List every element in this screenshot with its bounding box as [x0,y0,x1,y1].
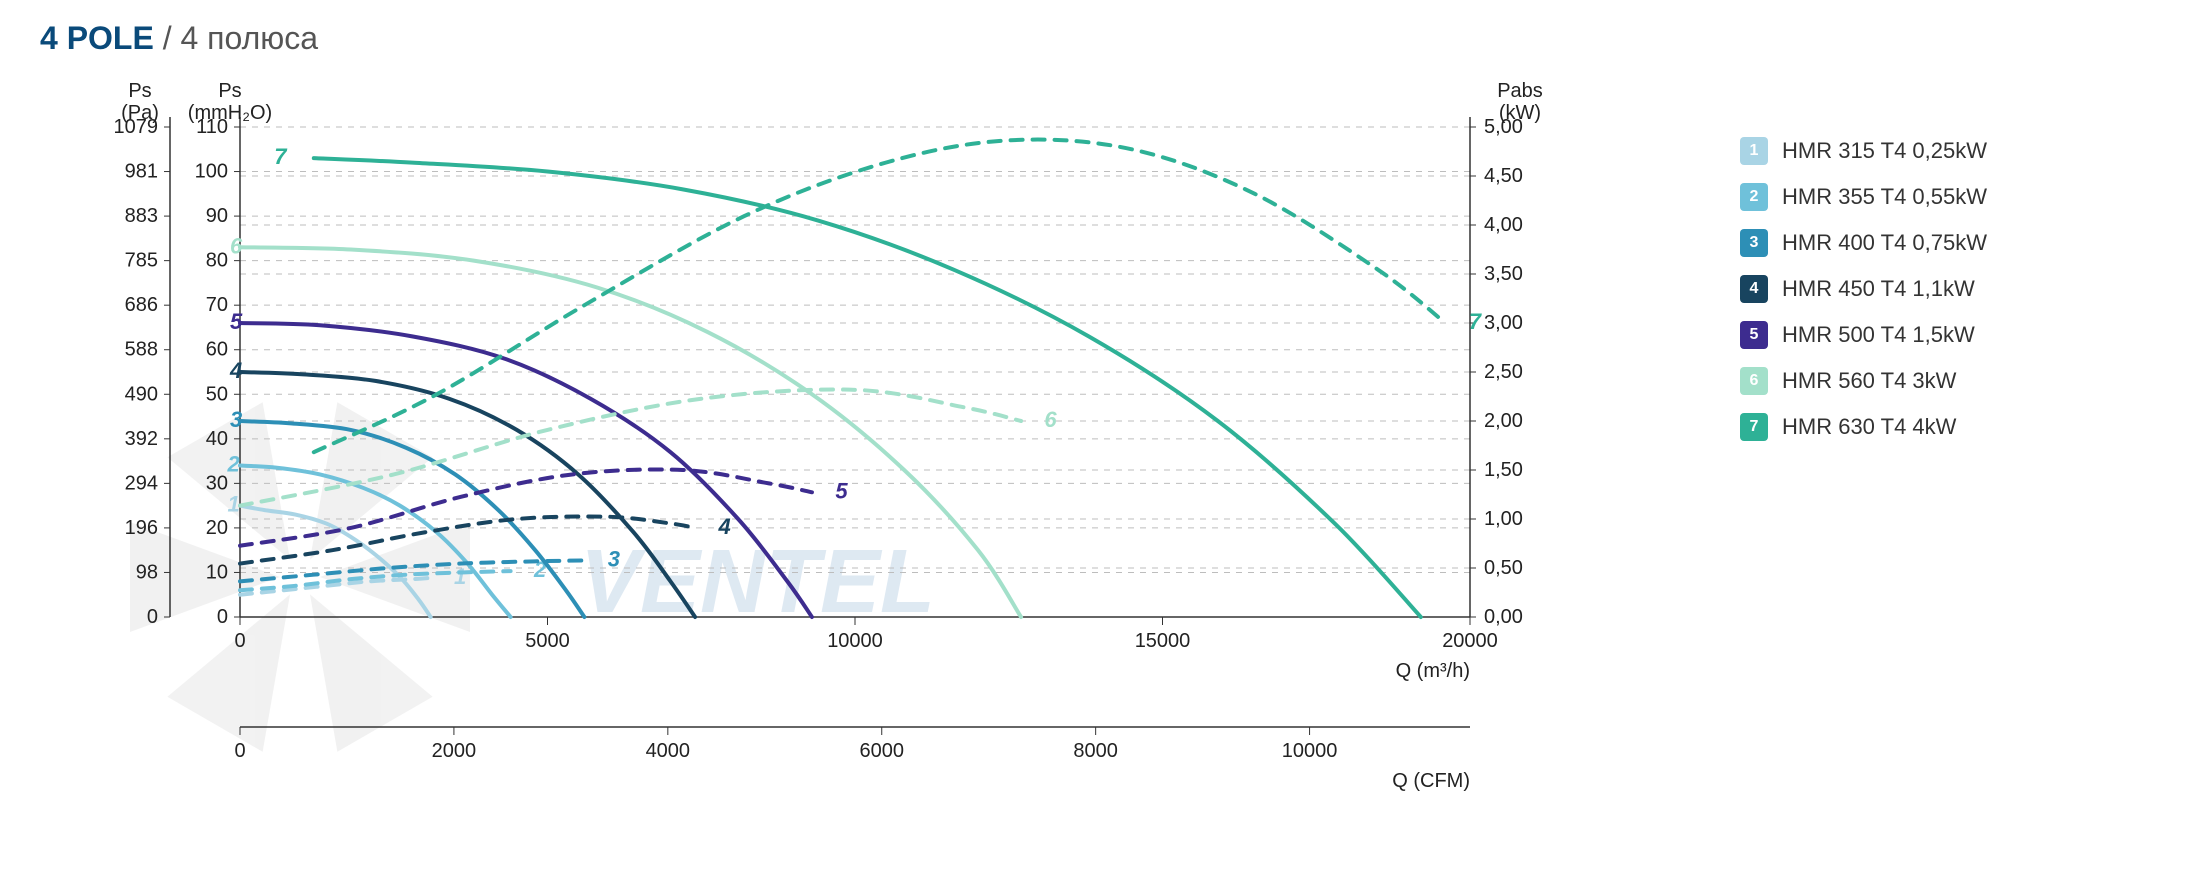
legend-item: 3 HMR 400 T4 0,75kW [1740,229,1987,257]
svg-text:20: 20 [206,517,228,539]
performance-chart: VENTELPs(Pa)Ps(mmH₂O)Pabs(kW)09819629439… [40,77,1660,837]
legend-item: 4 HMR 450 T4 1,1kW [1740,275,1987,303]
svg-text:10: 10 [206,561,228,583]
svg-text:10000: 10000 [1282,740,1338,762]
svg-text:3,50: 3,50 [1484,263,1523,285]
title-bold: 4 POLE [40,20,154,56]
svg-text:4,00: 4,00 [1484,214,1523,236]
svg-text:40: 40 [206,428,228,450]
legend-item: 2 HMR 355 T4 0,55kW [1740,183,1987,211]
legend-label: HMR 560 T4 3kW [1782,368,1956,394]
legend-item: 5 HMR 500 T4 1,5kW [1740,321,1987,349]
svg-text:0: 0 [147,606,158,628]
svg-text:Q (m³/h): Q (m³/h) [1396,660,1470,682]
svg-text:90: 90 [206,205,228,227]
legend: 1 HMR 315 T4 0,25kW 2 HMR 355 T4 0,55kW 3 HMR… [1740,137,1987,459]
svg-text:4: 4 [717,514,730,539]
svg-text:1079: 1079 [114,116,159,138]
svg-text:5000: 5000 [525,630,570,652]
svg-text:981: 981 [125,161,158,183]
legend-item: 1 HMR 315 T4 0,25kW [1740,137,1987,165]
svg-text:10000: 10000 [827,630,883,652]
svg-text:15000: 15000 [1135,630,1191,652]
svg-text:70: 70 [206,294,228,316]
svg-text:5: 5 [230,309,243,334]
legend-label: HMR 400 T4 0,75kW [1782,230,1987,256]
page: 4 POLE / 4 полюса VENTELPs(Pa)Ps(mmH₂O)P… [0,0,2200,882]
svg-text:Q (CFM): Q (CFM) [1392,770,1470,792]
legend-swatch: 3 [1740,229,1768,257]
legend-swatch: 7 [1740,413,1768,441]
svg-text:1: 1 [228,492,240,517]
svg-text:100: 100 [195,161,228,183]
svg-text:8000: 8000 [1073,740,1118,762]
legend-label: HMR 315 T4 0,25kW [1782,138,1987,164]
svg-text:20000: 20000 [1442,630,1498,652]
legend-label: HMR 355 T4 0,55kW [1782,184,1987,210]
svg-text:2,00: 2,00 [1484,410,1523,432]
svg-text:Ps: Ps [128,80,151,102]
svg-text:1: 1 [454,564,466,589]
svg-text:50: 50 [206,383,228,405]
svg-text:0: 0 [234,630,245,652]
svg-text:1,00: 1,00 [1484,508,1523,530]
svg-text:0: 0 [234,740,245,762]
svg-text:2,50: 2,50 [1484,361,1523,383]
svg-text:490: 490 [125,383,158,405]
legend-swatch: 4 [1740,275,1768,303]
svg-text:0,50: 0,50 [1484,557,1523,579]
svg-text:5,00: 5,00 [1484,116,1523,138]
legend-label: HMR 450 T4 1,1kW [1782,276,1975,302]
svg-text:98: 98 [136,561,158,583]
legend-item: 6 HMR 560 T4 3kW [1740,367,1987,395]
svg-text:7: 7 [1469,309,1483,334]
legend-swatch: 5 [1740,321,1768,349]
svg-text:110: 110 [196,116,228,138]
svg-text:2: 2 [227,452,241,477]
svg-text:7: 7 [274,144,288,169]
body: VENTELPs(Pa)Ps(mmH₂O)Pabs(kW)09819629439… [40,77,2160,842]
svg-text:Ps: Ps [218,80,241,102]
svg-text:0: 0 [217,606,228,628]
chart-area: VENTELPs(Pa)Ps(mmH₂O)Pabs(kW)09819629439… [40,77,1660,842]
svg-text:392: 392 [125,428,158,450]
legend-item: 7 HMR 630 T4 4kW [1740,413,1987,441]
legend-label: HMR 630 T4 4kW [1782,414,1956,440]
svg-text:196: 196 [125,517,158,539]
legend-swatch: 2 [1740,183,1768,211]
svg-text:883: 883 [125,205,158,227]
svg-text:6: 6 [230,233,243,258]
title-rest: / 4 полюса [154,20,318,56]
svg-text:4: 4 [229,358,242,383]
legend-swatch: 6 [1740,367,1768,395]
svg-text:30: 30 [206,472,228,494]
svg-text:2000: 2000 [432,740,477,762]
svg-text:785: 785 [125,250,158,272]
svg-text:Pabs: Pabs [1497,80,1543,102]
svg-text:686: 686 [125,294,158,316]
svg-text:60: 60 [206,339,228,361]
svg-text:5: 5 [835,478,848,503]
svg-text:3: 3 [230,407,242,432]
svg-text:588: 588 [125,339,158,361]
legend-label: HMR 500 T4 1,5kW [1782,322,1975,348]
svg-text:4,50: 4,50 [1484,165,1523,187]
svg-text:6: 6 [1044,407,1057,432]
svg-text:80: 80 [206,250,228,272]
svg-text:6000: 6000 [859,740,904,762]
svg-text:3,00: 3,00 [1484,312,1523,334]
svg-text:4000: 4000 [646,740,691,762]
svg-text:3: 3 [608,546,620,571]
svg-text:0,00: 0,00 [1484,606,1523,628]
svg-text:294: 294 [125,472,158,494]
legend-swatch: 1 [1740,137,1768,165]
svg-text:1,50: 1,50 [1484,459,1523,481]
page-title: 4 POLE / 4 полюса [40,20,2160,57]
